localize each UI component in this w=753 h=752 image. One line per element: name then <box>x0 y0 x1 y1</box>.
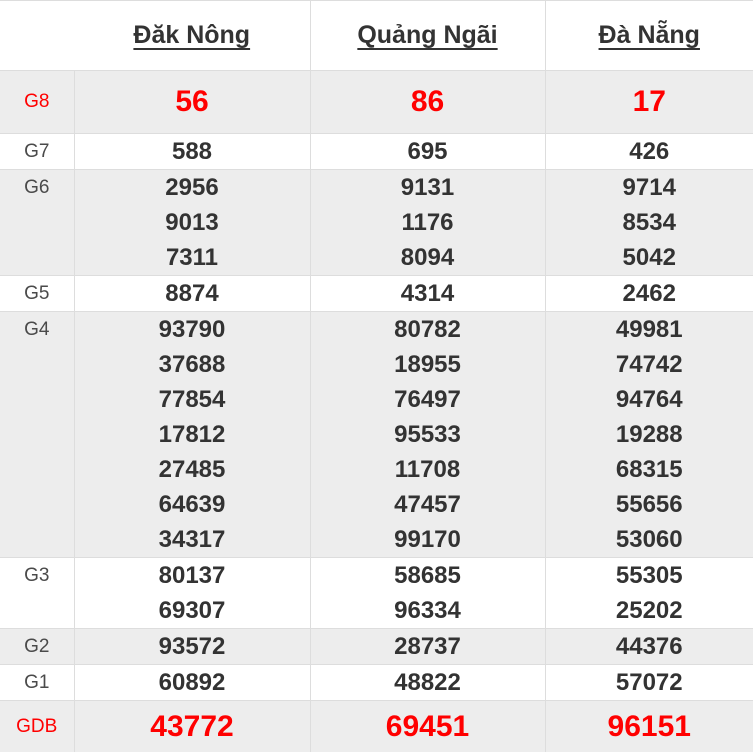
table-row-g8: G8 56 86 17 <box>0 71 753 134</box>
column-header-dak-nong-label[interactable]: Đăk Nông <box>133 21 250 49</box>
table-row-g3: G3 80137 69307 58685 96334 55305 25202 <box>0 558 753 629</box>
prize-cell-g3-quang-ngai: 58685 96334 <box>310 558 545 629</box>
table-row-g2: G2 93572 28737 44376 <box>0 629 753 665</box>
prize-cell-g5-da-nang: 2462 <box>545 276 753 312</box>
table-row-g4: G4 93790 37688 77854 17812 27485 64639 3… <box>0 312 753 558</box>
table-row-g6: G6 2956 9013 7311 9131 1176 8094 9714 85… <box>0 170 753 276</box>
row-label-g7: G7 <box>0 134 74 170</box>
table-row-gdb: GDB 43772 69451 96151 <box>0 701 753 752</box>
row-label-gdb: GDB <box>0 701 74 752</box>
prize-cell-g6-da-nang: 9714 8534 5042 <box>545 170 753 276</box>
prize-cell-gdb-da-nang: 96151 <box>545 701 753 752</box>
prize-cell-g2-da-nang: 44376 <box>545 629 753 665</box>
prize-cell-g4-dak-nong: 93790 37688 77854 17812 27485 64639 3431… <box>74 312 310 558</box>
prize-cell-g7-dak-nong: 588 <box>74 134 310 170</box>
prize-cell-g8-da-nang: 17 <box>545 71 753 134</box>
row-label-g4: G4 <box>0 312 74 558</box>
prize-cell-g8-quang-ngai: 86 <box>310 71 545 134</box>
column-header-da-nang-label[interactable]: Đà Nẵng <box>599 21 700 49</box>
prize-cell-g1-quang-ngai: 48822 <box>310 665 545 701</box>
row-label-g1: G1 <box>0 665 74 701</box>
row-label-g8: G8 <box>0 71 74 134</box>
prize-cell-g7-quang-ngai: 695 <box>310 134 545 170</box>
prize-cell-g5-quang-ngai: 4314 <box>310 276 545 312</box>
row-label-g5: G5 <box>0 276 74 312</box>
column-header-da-nang[interactable]: Đà Nẵng <box>545 1 753 71</box>
prize-cell-g6-quang-ngai: 9131 1176 8094 <box>310 170 545 276</box>
column-header-quang-ngai-label[interactable]: Quảng Ngãi <box>357 21 497 49</box>
prize-cell-g6-dak-nong: 2956 9013 7311 <box>74 170 310 276</box>
column-header-quang-ngai[interactable]: Quảng Ngãi <box>310 1 545 71</box>
prize-cell-g1-da-nang: 57072 <box>545 665 753 701</box>
row-label-g6: G6 <box>0 170 74 276</box>
prize-cell-g4-quang-ngai: 80782 18955 76497 95533 11708 47457 9917… <box>310 312 545 558</box>
row-label-g3: G3 <box>0 558 74 629</box>
prize-cell-g3-da-nang: 55305 25202 <box>545 558 753 629</box>
table-row-g7: G7 588 695 426 <box>0 134 753 170</box>
row-label-g2: G2 <box>0 629 74 665</box>
prize-cell-g2-dak-nong: 93572 <box>74 629 310 665</box>
table-row-g5: G5 8874 4314 2462 <box>0 276 753 312</box>
header-empty-cell <box>0 1 74 71</box>
prize-cell-g1-dak-nong: 60892 <box>74 665 310 701</box>
prize-cell-g7-da-nang: 426 <box>545 134 753 170</box>
prize-cell-g3-dak-nong: 80137 69307 <box>74 558 310 629</box>
prize-cell-g2-quang-ngai: 28737 <box>310 629 545 665</box>
prize-cell-g5-dak-nong: 8874 <box>74 276 310 312</box>
prize-cell-gdb-dak-nong: 43772 <box>74 701 310 752</box>
table-row-g1: G1 60892 48822 57072 <box>0 665 753 701</box>
prize-cell-gdb-quang-ngai: 69451 <box>310 701 545 752</box>
prize-cell-g8-dak-nong: 56 <box>74 71 310 134</box>
column-header-dak-nong[interactable]: Đăk Nông <box>74 1 310 71</box>
prize-cell-g4-da-nang: 49981 74742 94764 19288 68315 55656 5306… <box>545 312 753 558</box>
header-row: Đăk Nông Quảng Ngãi Đà Nẵng <box>0 1 753 71</box>
